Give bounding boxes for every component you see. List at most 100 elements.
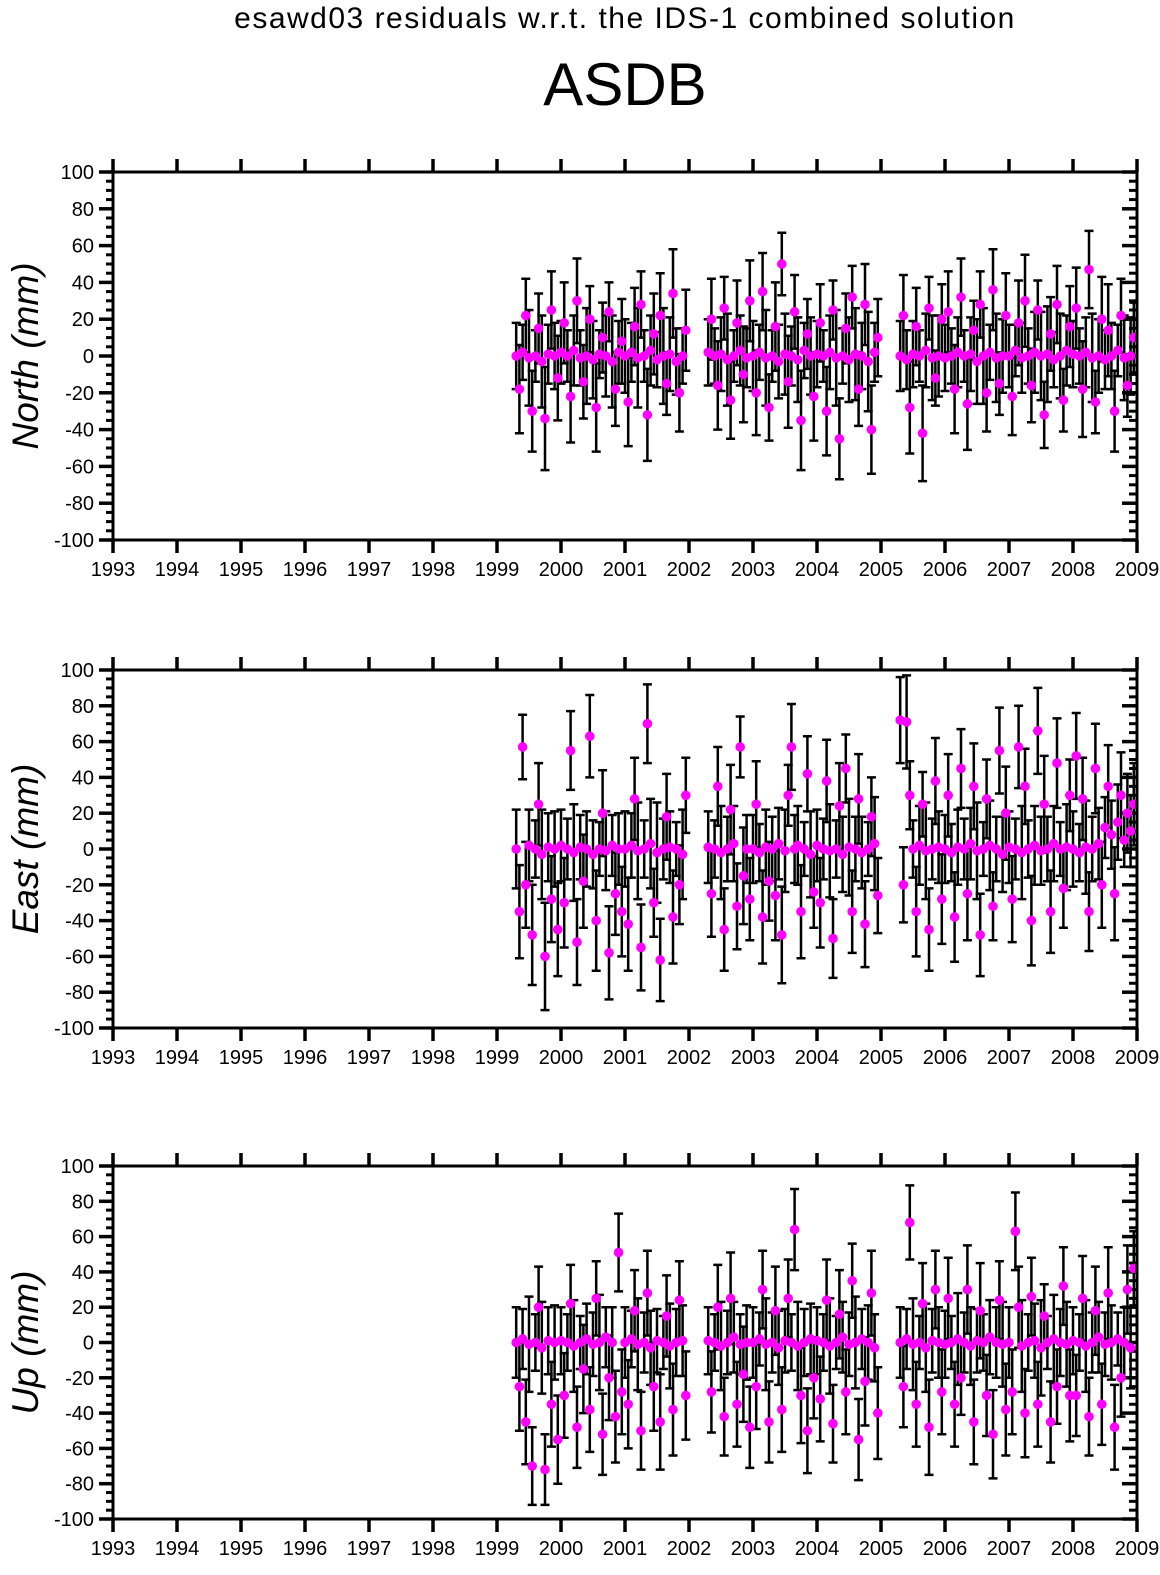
x-tick-label: 2007 xyxy=(987,1538,1032,1560)
y-tick-label: -100 xyxy=(54,1509,94,1531)
data-point xyxy=(569,345,579,356)
data-points xyxy=(511,715,1137,965)
data-point xyxy=(610,384,621,394)
data-point xyxy=(802,1425,813,1436)
data-point xyxy=(783,376,793,387)
data-point xyxy=(1129,332,1137,343)
data-point xyxy=(597,332,608,343)
data-point xyxy=(767,844,777,854)
data-point xyxy=(537,356,547,367)
data-point xyxy=(1007,894,1017,904)
data-point xyxy=(988,901,998,912)
x-tick-label: 1998 xyxy=(411,559,456,581)
data-point xyxy=(530,1337,541,1348)
y-tick-label: 40 xyxy=(72,1262,94,1284)
data-point xyxy=(991,844,1001,854)
data-point xyxy=(559,897,569,908)
y-tick-label: 80 xyxy=(72,1191,94,1213)
data-points xyxy=(511,1217,1137,1475)
data-point xyxy=(831,844,841,854)
data-point xyxy=(585,314,595,325)
data-point xyxy=(799,345,809,356)
data-point xyxy=(674,880,685,890)
data-point xyxy=(1058,883,1069,894)
data-point xyxy=(930,776,941,786)
data-point xyxy=(921,345,931,356)
data-point xyxy=(924,924,934,935)
data-point xyxy=(847,906,857,917)
data-point xyxy=(825,347,835,358)
data-point xyxy=(975,930,985,940)
data-point xyxy=(722,844,733,854)
data-point xyxy=(949,1399,960,1410)
data-point xyxy=(828,305,838,315)
data-point xyxy=(517,1334,528,1344)
data-point xyxy=(1119,1337,1129,1348)
y-tick-label: 80 xyxy=(72,696,94,718)
data-point xyxy=(1007,1387,1017,1397)
x-tick-label: 2008 xyxy=(1051,1538,1096,1560)
data-point xyxy=(725,804,736,815)
data-point xyxy=(863,356,873,367)
data-point xyxy=(783,1293,793,1304)
data-point xyxy=(1077,794,1088,804)
data-point xyxy=(757,1284,768,1295)
data-point xyxy=(773,356,784,367)
data-point xyxy=(956,763,966,774)
data-point xyxy=(1045,1417,1056,1427)
data-point xyxy=(841,1387,851,1397)
data-point xyxy=(1052,758,1062,768)
data-point xyxy=(962,399,973,409)
x-tick-label: 2000 xyxy=(539,559,584,581)
data-point xyxy=(1010,1226,1021,1237)
data-point xyxy=(911,1399,921,1410)
data-point xyxy=(1077,1293,1088,1304)
data-point xyxy=(623,397,633,407)
data-point xyxy=(610,1411,621,1422)
data-point xyxy=(729,351,739,361)
data-point xyxy=(1129,799,1137,810)
data-point xyxy=(754,847,765,858)
data-point xyxy=(1090,397,1101,407)
data-point xyxy=(773,838,784,849)
data-point xyxy=(962,888,973,899)
data-point xyxy=(1129,1263,1137,1274)
data-point xyxy=(639,844,649,854)
data-point xyxy=(847,1275,857,1286)
data-point xyxy=(764,1417,774,1427)
x-tick-label: 1996 xyxy=(283,1047,328,1069)
data-point xyxy=(537,1342,547,1353)
data-point xyxy=(1033,726,1043,736)
data-point xyxy=(1033,1399,1043,1410)
y-tick-label: -20 xyxy=(65,383,94,405)
data-point xyxy=(719,303,729,313)
data-point xyxy=(1116,310,1126,321)
data-point xyxy=(1116,790,1126,801)
data-point xyxy=(1103,781,1113,792)
data-point xyxy=(677,351,688,361)
data-point xyxy=(921,1342,931,1353)
data-point xyxy=(1013,1302,1024,1312)
y-tick-label: -60 xyxy=(65,456,94,478)
data-point xyxy=(770,321,781,332)
data-point xyxy=(1052,299,1062,310)
data-point xyxy=(773,1342,784,1353)
data-point xyxy=(1033,305,1043,315)
data-point xyxy=(1042,349,1053,359)
data-point xyxy=(514,384,525,394)
chart-title: esawd03 residuals w.r.t. the IDS-1 combi… xyxy=(234,2,1016,35)
y-tick-label: -20 xyxy=(65,875,94,897)
data-point xyxy=(828,1418,838,1429)
x-tick-label: 2000 xyxy=(539,1047,584,1069)
data-point xyxy=(639,351,649,361)
data-point xyxy=(546,894,557,904)
data-point xyxy=(514,1381,525,1392)
data-point xyxy=(527,1461,537,1471)
data-point xyxy=(901,1334,912,1344)
y-axis-title: East (mm) xyxy=(5,764,46,935)
data-point xyxy=(1109,1422,1120,1433)
y-tick-label: 0 xyxy=(83,346,94,368)
data-point xyxy=(623,919,633,929)
x-tick-label: 2001 xyxy=(603,559,648,581)
x-tick-label: 1997 xyxy=(347,1047,392,1069)
